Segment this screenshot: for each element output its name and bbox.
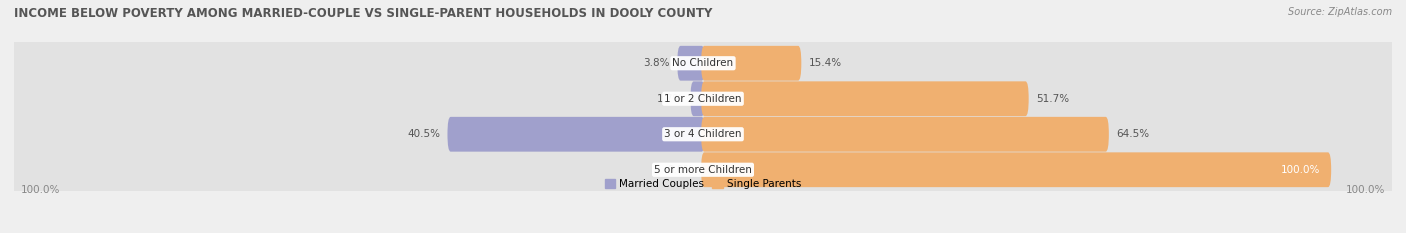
Text: 100.0%: 100.0%	[20, 185, 59, 195]
FancyBboxPatch shape	[11, 29, 1395, 98]
FancyBboxPatch shape	[690, 81, 704, 116]
Text: 1.7%: 1.7%	[657, 94, 683, 104]
Text: 3.8%: 3.8%	[644, 58, 669, 68]
FancyBboxPatch shape	[702, 117, 1109, 152]
FancyBboxPatch shape	[11, 135, 1395, 204]
FancyBboxPatch shape	[447, 117, 704, 152]
Text: 5 or more Children: 5 or more Children	[654, 165, 752, 175]
FancyBboxPatch shape	[678, 46, 704, 81]
Text: Source: ZipAtlas.com: Source: ZipAtlas.com	[1288, 7, 1392, 17]
Text: No Children: No Children	[672, 58, 734, 68]
Text: 15.4%: 15.4%	[808, 58, 842, 68]
Text: 100.0%: 100.0%	[1347, 185, 1386, 195]
Text: 100.0%: 100.0%	[1281, 165, 1320, 175]
Text: 3 or 4 Children: 3 or 4 Children	[664, 129, 742, 139]
Text: 1 or 2 Children: 1 or 2 Children	[664, 94, 742, 104]
FancyBboxPatch shape	[11, 64, 1395, 133]
Text: 51.7%: 51.7%	[1036, 94, 1070, 104]
Legend: Married Couples, Single Parents: Married Couples, Single Parents	[605, 179, 801, 189]
Text: 64.5%: 64.5%	[1116, 129, 1150, 139]
FancyBboxPatch shape	[702, 81, 1029, 116]
FancyBboxPatch shape	[11, 100, 1395, 169]
Text: 0.0%: 0.0%	[668, 165, 693, 175]
Text: INCOME BELOW POVERTY AMONG MARRIED-COUPLE VS SINGLE-PARENT HOUSEHOLDS IN DOOLY C: INCOME BELOW POVERTY AMONG MARRIED-COUPL…	[14, 7, 713, 20]
Text: 40.5%: 40.5%	[406, 129, 440, 139]
FancyBboxPatch shape	[702, 152, 1331, 187]
FancyBboxPatch shape	[702, 46, 801, 81]
